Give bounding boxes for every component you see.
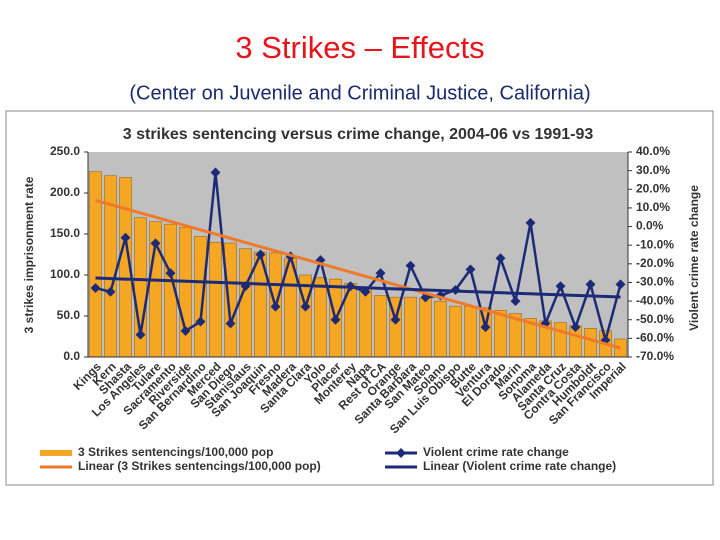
marker [150, 238, 161, 249]
y2-tick-label: 10.0% [636, 200, 670, 214]
marker [135, 329, 146, 340]
marker [585, 279, 596, 290]
y2-tick-label: -50.0% [636, 312, 674, 326]
bar [194, 236, 207, 358]
bar [449, 305, 462, 358]
legend-label: Linear (Violent crime rate change) [423, 459, 616, 473]
y2-tick-label: 0.0% [636, 219, 664, 233]
bar [224, 242, 237, 358]
bar [209, 241, 222, 358]
bar [314, 277, 327, 358]
legend-marker [396, 448, 406, 458]
bar [554, 322, 567, 358]
trendline [95, 276, 621, 299]
legend-label: Violent crime rate change [423, 445, 569, 459]
marker [480, 322, 491, 333]
trendline [95, 198, 621, 350]
y-tick-label: 200.0 [50, 185, 80, 199]
y-tick-label: 150.0 [50, 226, 80, 240]
bar [179, 227, 192, 358]
y2-tick-label: 40.0% [636, 144, 670, 158]
slide-title: 3 Strikes – Effects [235, 30, 484, 65]
y-tick-label: 250.0 [50, 144, 80, 158]
legend-swatch [40, 450, 72, 456]
marker [270, 301, 281, 312]
marker [405, 260, 416, 271]
y-tick-label: 50.0 [57, 308, 81, 322]
marker [390, 314, 401, 325]
marker [570, 322, 581, 333]
marker [510, 296, 521, 307]
legend-label: 3 Strikes sentencings/100,000 pop [78, 445, 273, 459]
marker [555, 281, 566, 292]
y2-tick-label: -60.0% [636, 331, 674, 345]
marker [225, 318, 236, 329]
bar [464, 305, 477, 358]
y2-tick-label: -20.0% [636, 256, 674, 270]
marker [195, 316, 206, 327]
y-tick-label: 100.0 [50, 267, 80, 281]
y-tick-label: 0.0 [63, 349, 80, 363]
legend-label: Linear (3 Strikes sentencings/100,000 po… [78, 459, 321, 473]
marker [330, 314, 341, 325]
bar [584, 328, 597, 358]
y2-axis-label: Violent crime rate change [687, 185, 701, 331]
bar [299, 274, 312, 358]
y2-tick-label: 20.0% [636, 181, 670, 195]
y2-tick-label: 30.0% [636, 163, 670, 177]
marker [180, 325, 191, 336]
marker [615, 279, 626, 290]
bar [89, 171, 102, 358]
marker [300, 301, 311, 312]
y2-tick-label: -30.0% [636, 275, 674, 289]
slide-subtitle: (Center on Juvenile and Criminal Justice… [129, 82, 590, 104]
bar [359, 287, 372, 358]
marker [525, 217, 536, 228]
chart-title: 3 strikes sentencing versus crime change… [123, 126, 594, 143]
marker [165, 268, 176, 279]
y2-tick-label: -10.0% [636, 237, 674, 251]
marker [465, 264, 476, 275]
bar [404, 296, 417, 358]
marker [120, 232, 131, 243]
marker [495, 253, 506, 264]
bar [374, 295, 387, 358]
marker [375, 268, 386, 279]
plot-area [88, 152, 628, 357]
y-axis-label: 3 strikes imprisonment rate [22, 176, 36, 333]
marker [210, 167, 221, 178]
bar [434, 300, 447, 358]
y2-tick-label: -40.0% [636, 293, 674, 307]
y2-tick-label: -70.0% [636, 349, 674, 363]
bar [494, 310, 507, 358]
bar [239, 248, 252, 358]
bar [419, 297, 432, 358]
marker [255, 249, 266, 260]
